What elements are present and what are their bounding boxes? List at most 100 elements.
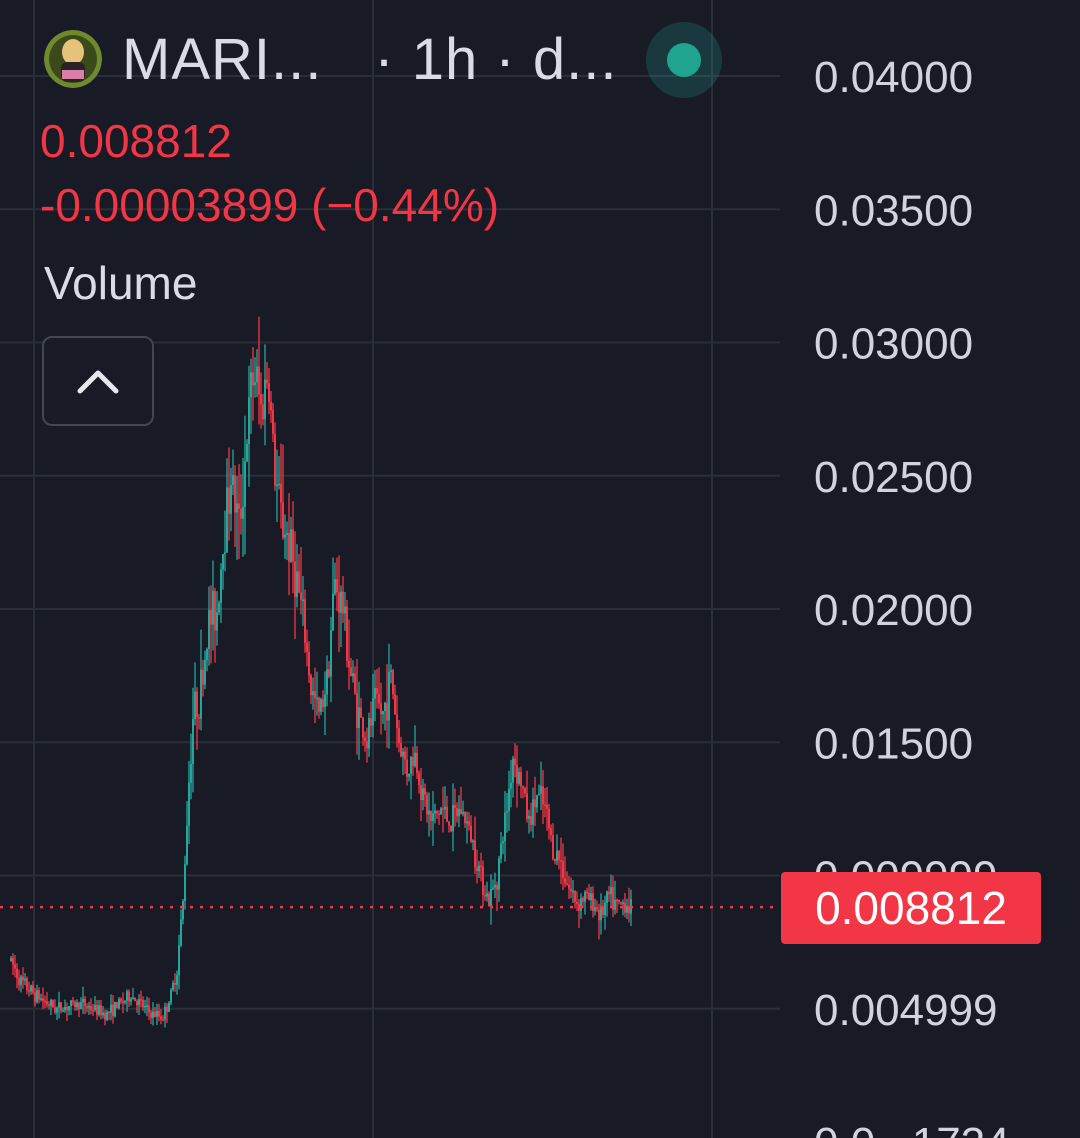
candle-body <box>104 1012 106 1020</box>
candle-body <box>346 606 348 661</box>
candle-body <box>456 807 458 817</box>
candle-body <box>248 397 250 444</box>
candle-body <box>162 1019 164 1021</box>
candle-body <box>454 805 456 808</box>
candle-body <box>202 669 204 685</box>
candle-body <box>538 793 540 796</box>
candle-body <box>300 592 302 601</box>
candle-body <box>622 902 624 905</box>
candle-body <box>590 893 592 901</box>
candle-body <box>366 741 368 749</box>
candle-body <box>464 811 466 824</box>
candle-body <box>52 1000 54 1008</box>
price-axis-tick-label: 0.03000 <box>814 320 973 369</box>
candle-body <box>362 717 364 738</box>
candle-body <box>592 893 594 911</box>
candle-body <box>136 1001 138 1006</box>
candle-body <box>30 985 32 992</box>
candle-body <box>240 508 242 519</box>
candle-body <box>564 878 566 884</box>
candle-body <box>86 1006 88 1008</box>
candle-body <box>396 714 398 729</box>
symbol-title[interactable]: MARI... <box>122 26 323 92</box>
candle-body <box>338 592 340 613</box>
candle-body <box>186 825 188 865</box>
candle-body <box>438 813 440 815</box>
candle-body <box>46 1001 48 1005</box>
candle-body <box>216 612 218 631</box>
candle-body <box>260 394 262 405</box>
candle-body <box>168 1002 170 1012</box>
candle-body <box>304 599 306 643</box>
candle-body <box>242 506 244 519</box>
candle-body <box>478 865 480 872</box>
candle-body <box>384 702 386 712</box>
candle-body <box>516 765 518 784</box>
price-axis-tick-label: 0.01500 <box>814 719 973 768</box>
candle-body <box>206 649 208 661</box>
candle-body <box>88 1005 90 1008</box>
price-axis-tick-label: 0.04000 <box>814 53 973 102</box>
candle-body <box>490 889 492 907</box>
candle-body <box>370 718 372 726</box>
candle-body <box>494 884 496 888</box>
candle-body <box>12 957 14 965</box>
candle-body <box>142 999 144 1008</box>
candle-body <box>550 828 552 836</box>
candle-body <box>466 821 468 824</box>
candle-body <box>188 782 190 826</box>
candle-body <box>358 707 360 728</box>
candle-body <box>298 571 300 593</box>
candle-body <box>368 718 370 749</box>
candle-body <box>434 810 436 814</box>
candle-body <box>184 864 186 901</box>
candle-body <box>306 642 308 652</box>
candle-body <box>420 785 422 801</box>
candle-body <box>390 670 392 672</box>
candle-body <box>204 660 206 685</box>
interval-label[interactable]: · 1h · d... <box>374 26 618 92</box>
candle-body <box>14 964 16 969</box>
candle-body <box>268 383 270 403</box>
candle-body <box>152 1011 154 1018</box>
candle-body <box>144 1005 146 1008</box>
collapse-indicators-button[interactable] <box>42 336 154 426</box>
candle-body <box>472 840 474 842</box>
candle-body <box>54 1007 56 1013</box>
candle-body <box>488 893 490 907</box>
candle-body <box>470 825 472 842</box>
candle-body <box>196 691 198 718</box>
candle-body <box>486 893 488 897</box>
symbol-header[interactable]: MARI... · 1h · d... <box>44 24 617 94</box>
candle-body <box>256 366 258 383</box>
volume-indicator-label[interactable]: Volume <box>44 257 198 309</box>
candle-body <box>222 553 224 570</box>
candle-body <box>214 590 216 631</box>
candle-body <box>290 529 292 562</box>
candle-body <box>148 1005 150 1013</box>
candle-body <box>474 840 476 868</box>
candle-body <box>604 902 606 916</box>
candle-body <box>614 899 616 910</box>
candle-body <box>292 529 294 562</box>
candle-body <box>324 694 326 708</box>
candle-body <box>276 484 278 487</box>
candle-body <box>360 707 362 718</box>
candle-body <box>138 999 140 1006</box>
candle-body <box>20 976 22 985</box>
candle-body <box>514 758 516 766</box>
candle-body <box>460 809 462 815</box>
candle-body <box>540 786 542 794</box>
candle-body <box>468 821 470 826</box>
candle-body <box>510 782 512 789</box>
candle-body <box>284 534 286 538</box>
candle-body <box>288 532 290 562</box>
price-axis-tick-label: 0.03500 <box>814 186 973 235</box>
candle-body <box>22 976 24 981</box>
price-axis[interactable]: 0.04000 0.03500 0.03000 0.02500 0.02000 0.015… <box>814 53 1010 1138</box>
candle-body <box>554 859 556 862</box>
avatar-icon[interactable] <box>44 30 102 88</box>
candle-body <box>286 532 288 535</box>
candle-body <box>414 752 416 766</box>
